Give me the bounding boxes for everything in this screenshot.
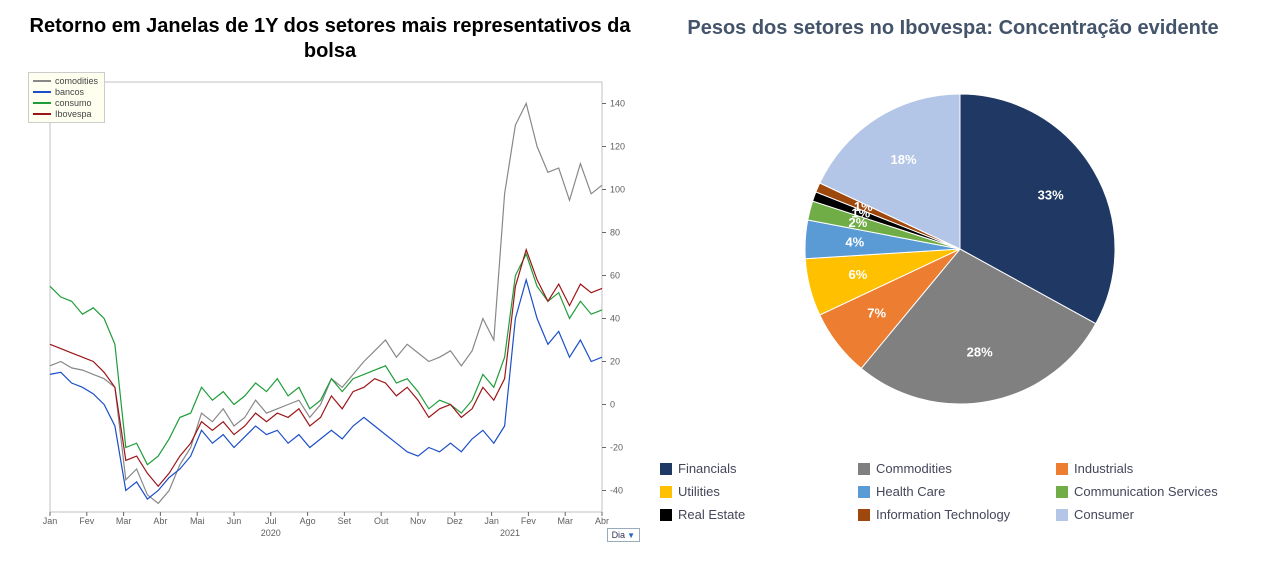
x-tick-label: Abr: [595, 516, 609, 526]
y-tick-label: 60: [610, 271, 620, 281]
x-year-label: 2020: [261, 528, 281, 538]
legend-swatch: [858, 463, 870, 475]
legend-item-bancos: bancos: [33, 87, 98, 97]
legend-item-consumo: consumo: [33, 98, 98, 108]
pie-slice-label: 6%: [849, 267, 868, 282]
pie-legend-item-industrials: Industrials: [1056, 461, 1246, 476]
legend-swatch: [858, 486, 870, 498]
x-tick-label: Mar: [116, 516, 132, 526]
legend-label: Financials: [678, 461, 737, 476]
period-selector-label: Dia: [612, 530, 626, 540]
line-chart-panel: Retorno em Janelas de 1Y dos setores mai…: [10, 10, 650, 562]
y-tick-label: 140: [610, 99, 625, 109]
y-tick-label: 120: [610, 142, 625, 152]
legend-label: Industrials: [1074, 461, 1133, 476]
legend-label: Communication Services: [1074, 484, 1218, 499]
legend-swatch: [1056, 486, 1068, 498]
pie-chart-panel: Pesos dos setores no Ibovespa: Concentra…: [650, 10, 1256, 562]
legend-label: bancos: [55, 87, 84, 97]
legend-swatch: [660, 486, 672, 498]
legend-swatch: [1056, 509, 1068, 521]
x-tick-label: Fev: [79, 516, 95, 526]
y-tick-label: 100: [610, 185, 625, 195]
x-year-label: 2021: [500, 528, 520, 538]
pie-legend-item-consumer: Consumer: [1056, 507, 1246, 522]
legend-swatch: [33, 91, 51, 93]
legend-label: Health Care: [876, 484, 945, 499]
y-tick-label: -40: [610, 486, 623, 496]
line-chart-title: Retorno em Janelas de 1Y dos setores mai…: [20, 14, 640, 64]
pie-legend-item-utilities: Utilities: [660, 484, 850, 499]
y-tick-label: -20: [610, 443, 623, 453]
period-selector[interactable]: Dia ▼: [607, 528, 640, 542]
x-tick-label: Ago: [300, 516, 316, 526]
x-tick-label: Nov: [410, 516, 427, 526]
x-tick-label: Out: [374, 516, 389, 526]
x-tick-label: Mar: [557, 516, 573, 526]
pie-chart-legend: Financials Commodities Industrials Utilitie…: [660, 461, 1246, 522]
x-tick-label: Jan: [43, 516, 58, 526]
x-tick-label: Jun: [227, 516, 242, 526]
legend-swatch: [1056, 463, 1068, 475]
y-tick-label: 0: [610, 400, 615, 410]
legend-label: Consumer: [1074, 507, 1134, 522]
legend-swatch: [33, 102, 51, 104]
pie-slice-label: 7%: [867, 306, 886, 321]
x-tick-label: Jan: [484, 516, 499, 526]
legend-label: comodities: [55, 76, 98, 86]
series-consumo: [50, 254, 602, 465]
legend-swatch: [858, 509, 870, 521]
legend-swatch: [660, 463, 672, 475]
pie-slice-label: 4%: [845, 234, 864, 249]
pie-legend-item-communication-services: Communication Services: [1056, 484, 1246, 499]
legend-item-Ibovespa: Ibovespa: [33, 109, 98, 119]
pie-legend-item-health-care: Health Care: [858, 484, 1048, 499]
line-chart-svg: -40 -20 0 20 40 60 80 100 120 140 Jan Fev Mar Abr Mai J…: [20, 72, 640, 542]
pie-legend-item-commodities: Commodities: [858, 461, 1048, 476]
pie-chart-svg: 33%28%7%6%4%2%1%1%18%: [660, 49, 1246, 449]
legend-swatch: [660, 509, 672, 521]
x-tick-label: Jul: [265, 516, 277, 526]
y-tick-label: 40: [610, 314, 620, 324]
series-Ibovespa: [50, 250, 602, 487]
line-chart-legend: comoditiesbancosconsumoIbovespa: [28, 72, 105, 123]
line-chart-container: comoditiesbancosconsumoIbovespa -40 -20 0 2…: [20, 72, 640, 542]
legend-label: consumo: [55, 98, 92, 108]
pie-slice-label: 18%: [890, 152, 916, 167]
x-tick-label: Abr: [153, 516, 167, 526]
y-tick-label: 80: [610, 228, 620, 238]
legend-swatch: [33, 80, 51, 82]
x-tick-label: Dez: [447, 516, 464, 526]
pie-legend-item-real-estate: Real Estate: [660, 507, 850, 522]
legend-swatch: [33, 113, 51, 115]
x-tick-label: Set: [338, 516, 352, 526]
y-tick-label: 20: [610, 357, 620, 367]
legend-item-comodities: comodities: [33, 76, 98, 86]
chevron-down-icon: ▼: [627, 531, 635, 540]
pie-slice-label: 33%: [1038, 187, 1064, 202]
pie-legend-item-financials: Financials: [660, 461, 850, 476]
pie-slice-label: 28%: [967, 345, 993, 360]
x-tick-label: Fev: [521, 516, 537, 526]
pie-legend-item-information-technology: Information Technology: [858, 507, 1048, 522]
legend-label: Real Estate: [678, 507, 745, 522]
legend-label: Information Technology: [876, 507, 1010, 522]
legend-label: Commodities: [876, 461, 952, 476]
pie-chart-title: Pesos dos setores no Ibovespa: Concentra…: [660, 16, 1246, 41]
legend-label: Utilities: [678, 484, 720, 499]
x-tick-label: Mai: [190, 516, 205, 526]
legend-label: Ibovespa: [55, 109, 92, 119]
